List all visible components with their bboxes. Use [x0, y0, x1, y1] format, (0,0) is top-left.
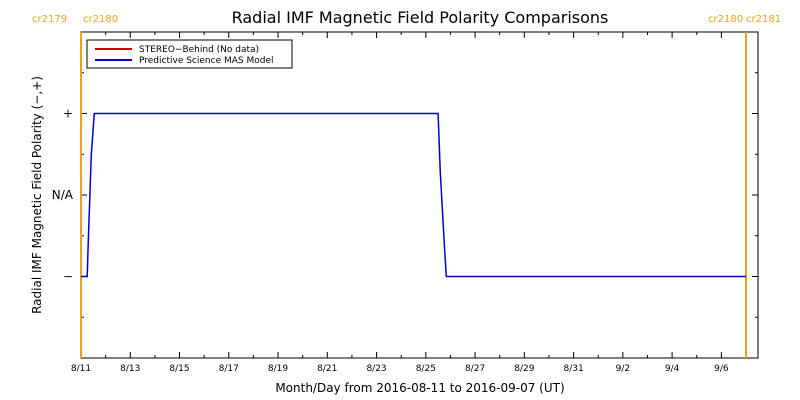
x-axis-ticks: 8/11 8/13 8/15 8/17 8/19 8/21 8/23 8/25 8/27 8/29… [71, 32, 729, 374]
legend-box [86, 39, 293, 69]
y-tick-label: − [63, 270, 73, 284]
y-tick-label: N/A [52, 188, 74, 202]
x-tick-label: 9/6 [714, 364, 729, 374]
x-tick-label: 8/23 [366, 364, 386, 374]
series-line [81, 112, 746, 278]
x-tick-label: 8/17 [219, 364, 239, 374]
carrington-rotation-markers: cr2179 cr2180 cr2180 cr2181 [32, 14, 781, 358]
x-tick-label: 8/19 [268, 364, 288, 374]
x-tick-label: 8/13 [120, 364, 140, 374]
y-axis-ticks: + N/A − [52, 31, 758, 359]
x-tick-label: 9/2 [616, 364, 630, 374]
carrington-label-left: cr2179 [32, 14, 67, 25]
y-tick-label: + [63, 107, 73, 121]
carrington-label-right: cr2181 [746, 14, 781, 25]
x-tick-label: 8/27 [465, 364, 485, 374]
legend: STEREO−Behind (No data)Predictive Scienc… [86, 39, 293, 69]
x-tick-label: 9/4 [665, 364, 680, 374]
legend-label: STEREO−Behind (No data) [139, 45, 259, 55]
chart-title: Radial IMF Magnetic Field Polarity Compa… [232, 8, 609, 27]
x-tick-label: 8/31 [563, 364, 583, 374]
x-tick-label: 8/11 [71, 364, 91, 374]
x-tick-label: 8/25 [416, 364, 436, 374]
x-tick-label: 8/21 [317, 364, 337, 374]
series-layer [81, 112, 746, 278]
plot-border [80, 31, 759, 359]
x-axis-label: Month/Day from 2016-08-11 to 2016-09-07 … [275, 381, 564, 395]
plot-frame [80, 31, 759, 359]
x-tick-label: 8/29 [514, 364, 534, 374]
y-axis-label: Radial IMF Magnetic Field Polarity (−,+) [30, 76, 44, 314]
carrington-label-right: cr2180 [83, 14, 118, 25]
x-tick-label: 8/15 [169, 364, 189, 374]
legend-label: Predictive Science MAS Model [139, 56, 274, 66]
carrington-label-left: cr2180 [708, 14, 743, 25]
